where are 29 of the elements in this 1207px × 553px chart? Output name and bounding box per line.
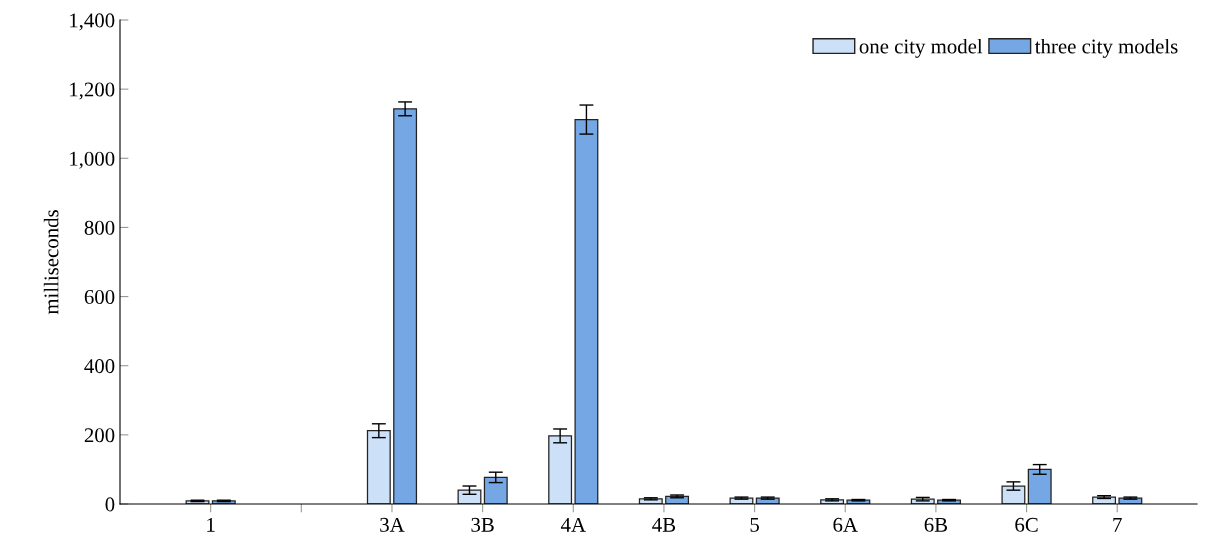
bar xyxy=(483,476,508,504)
x-tick-label: 1 xyxy=(207,517,215,532)
y-tick-label: 200 xyxy=(84,428,115,443)
x-tick-label: 6A xyxy=(833,517,858,532)
bar xyxy=(548,435,573,504)
x-tick-label: 3A xyxy=(380,517,405,532)
bar xyxy=(1001,485,1026,504)
y-tick-label: 1,400 xyxy=(70,13,115,31)
x-tick-label: 6C xyxy=(1015,517,1038,532)
y-tick-label: 400 xyxy=(84,359,115,374)
bar xyxy=(366,430,391,504)
legend-label: three city models xyxy=(1034,38,1178,58)
x-tick-label: 4B xyxy=(652,517,676,532)
bar xyxy=(393,108,418,504)
x-tick-label: 6B xyxy=(924,517,948,532)
x-tick-label: 7 xyxy=(1113,518,1122,532)
bar xyxy=(574,118,599,504)
bar xyxy=(457,489,482,504)
x-tick-label: 4A xyxy=(560,517,586,532)
x-tick-label: 3B xyxy=(471,517,494,532)
y-tick-label: 0 xyxy=(105,497,115,512)
y-tick-label: 1,200 xyxy=(70,82,115,100)
bar xyxy=(1027,468,1052,504)
y-tick-label: 1,000 xyxy=(70,151,115,169)
x-tick-label: 5 xyxy=(750,518,759,532)
y-tick-label: 800 xyxy=(84,220,115,235)
legend-label: one city model xyxy=(859,38,983,58)
y-tick-label: 600 xyxy=(84,289,115,304)
y-axis-title: milliseconds xyxy=(43,210,59,315)
